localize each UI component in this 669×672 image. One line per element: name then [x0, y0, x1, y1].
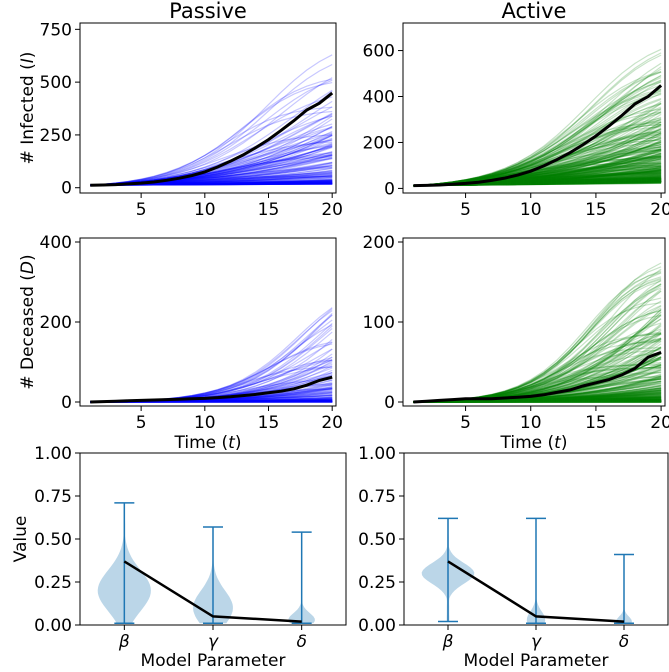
- y-tick-label: 0.50: [34, 530, 72, 550]
- y-tick-label: 200: [363, 233, 395, 253]
- y-axis-label: # Infected (I): [18, 52, 38, 165]
- x-tick-label: 15: [585, 413, 607, 433]
- x-axis-label: Time (t): [500, 433, 568, 453]
- x-axis-label: Model Parameter: [464, 651, 609, 668]
- y-tick-label: 0: [384, 179, 395, 199]
- plot-area: [90, 55, 332, 185]
- x-tick-label: 20: [321, 200, 343, 220]
- y-tick-label: 1.00: [358, 444, 396, 464]
- x-tick-label: δ: [296, 632, 306, 652]
- y-tick-label: 100: [363, 313, 395, 333]
- y-tick-label: 0: [61, 179, 72, 199]
- plot-area: [413, 263, 661, 402]
- y-tick-label: 0.75: [34, 487, 72, 507]
- y-tick-label: 0.50: [358, 530, 396, 550]
- panel-passive-infected: 5 10 15 20 0 250 500 750 Passive # Infected (I): [18, 0, 343, 220]
- x-axis-label: Time (t): [174, 433, 242, 453]
- x-tick-label: 20: [650, 413, 669, 433]
- y-tick-label: 200: [40, 313, 72, 333]
- y-tick-label: 400: [363, 88, 395, 108]
- y-tick-label: 1.00: [34, 444, 72, 464]
- y-tick-label: 0.75: [358, 487, 396, 507]
- x-tick-label: 20: [650, 200, 669, 220]
- y-tick-label: 200: [363, 133, 395, 153]
- x-tick-label: β: [442, 632, 454, 652]
- y-tick-label: 400: [40, 233, 72, 253]
- chart-title: Passive: [169, 0, 247, 23]
- x-tick-label: γ: [531, 632, 542, 652]
- plot-area: [90, 308, 332, 402]
- y-tick-label: 0.25: [358, 573, 396, 593]
- y-tick-label: 0: [61, 393, 72, 413]
- y-tick-label: 0.25: [34, 573, 72, 593]
- plot-area: [413, 49, 661, 185]
- panel-active-params: 0.00 0.25 0.50 0.75 1.00 β γ δ Model Parameter: [358, 444, 668, 668]
- y-tick-label: 600: [363, 42, 395, 62]
- x-axis-label: Model Parameter: [141, 651, 286, 668]
- x-tick-label: 15: [258, 200, 280, 220]
- x-tick-label: 10: [194, 413, 216, 433]
- y-tick-label: 0.00: [34, 616, 72, 636]
- y-axis-label: Value: [11, 516, 31, 563]
- x-tick-label: 15: [258, 413, 280, 433]
- x-tick-label: 5: [460, 200, 471, 220]
- x-tick-label: 5: [136, 200, 147, 220]
- x-tick-label: γ: [208, 632, 219, 652]
- x-tick-label: δ: [619, 632, 629, 652]
- x-tick-label: 15: [585, 200, 607, 220]
- x-tick-label: 5: [136, 413, 147, 433]
- y-tick-label: 250: [40, 126, 72, 146]
- x-tick-label: 10: [520, 200, 542, 220]
- x-tick-label: 20: [321, 413, 343, 433]
- panel-passive-params: 0.00 0.25 0.50 0.75 1.00 β γ δ Value Model Parame…: [11, 444, 346, 668]
- y-tick-label: 0.00: [358, 616, 396, 636]
- x-tick-label: 5: [460, 413, 471, 433]
- chart-title: Active: [502, 0, 567, 23]
- x-tick-label: β: [118, 632, 130, 652]
- y-tick-label: 500: [40, 73, 72, 93]
- y-axis-label: # Deceased (D): [18, 254, 38, 389]
- y-tick-label: 0: [384, 393, 395, 413]
- y-tick-label: 750: [40, 20, 72, 40]
- x-tick-label: 10: [194, 200, 216, 220]
- x-tick-label: 10: [520, 413, 542, 433]
